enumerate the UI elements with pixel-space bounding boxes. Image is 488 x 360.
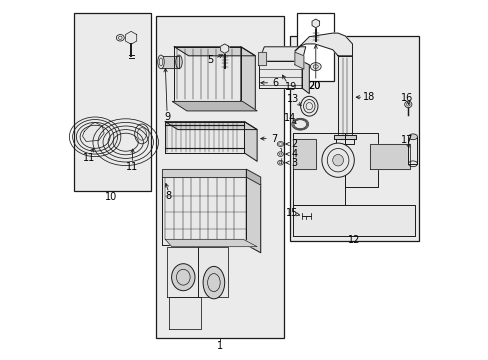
Ellipse shape — [116, 35, 124, 41]
Polygon shape — [407, 137, 416, 164]
Polygon shape — [165, 122, 244, 153]
Polygon shape — [292, 133, 345, 205]
Polygon shape — [311, 19, 319, 28]
Bar — [156, 16, 284, 338]
Text: 5: 5 — [207, 55, 213, 65]
Ellipse shape — [277, 152, 283, 157]
Polygon shape — [258, 52, 265, 65]
Polygon shape — [258, 61, 302, 88]
Polygon shape — [336, 139, 354, 144]
Polygon shape — [174, 47, 241, 101]
Text: 13: 13 — [286, 94, 299, 104]
Polygon shape — [220, 44, 228, 53]
Polygon shape — [258, 47, 305, 61]
Ellipse shape — [203, 266, 224, 299]
Polygon shape — [292, 205, 415, 236]
Text: 20: 20 — [308, 81, 320, 91]
Polygon shape — [162, 169, 246, 177]
Ellipse shape — [310, 63, 321, 71]
Polygon shape — [162, 176, 246, 245]
Bar — [73, 13, 151, 191]
Text: 1: 1 — [217, 341, 223, 351]
Polygon shape — [165, 239, 257, 247]
Ellipse shape — [404, 101, 411, 108]
Polygon shape — [294, 33, 352, 56]
Polygon shape — [337, 56, 352, 137]
Polygon shape — [334, 135, 355, 139]
Polygon shape — [246, 169, 260, 185]
Text: 19: 19 — [284, 82, 296, 92]
Polygon shape — [244, 122, 257, 161]
Ellipse shape — [134, 124, 149, 144]
Polygon shape — [125, 31, 137, 44]
Polygon shape — [302, 61, 309, 94]
Polygon shape — [370, 144, 409, 169]
Bar — [296, 13, 334, 81]
Ellipse shape — [321, 143, 354, 177]
Ellipse shape — [277, 161, 283, 165]
Text: 16: 16 — [400, 93, 412, 103]
Text: 3: 3 — [290, 158, 297, 168]
Polygon shape — [345, 133, 377, 187]
Ellipse shape — [175, 55, 182, 69]
Ellipse shape — [171, 264, 195, 291]
Text: 2: 2 — [290, 139, 297, 149]
Text: 17: 17 — [400, 135, 412, 145]
Polygon shape — [172, 102, 257, 111]
Polygon shape — [167, 247, 197, 297]
Ellipse shape — [303, 100, 314, 113]
Ellipse shape — [277, 141, 283, 147]
Ellipse shape — [407, 134, 417, 140]
Bar — [289, 36, 418, 241]
Polygon shape — [174, 47, 255, 56]
Text: 8: 8 — [165, 191, 172, 201]
Text: 20: 20 — [308, 81, 320, 91]
Polygon shape — [168, 297, 201, 329]
Ellipse shape — [332, 154, 343, 166]
Polygon shape — [161, 56, 179, 68]
Text: 15: 15 — [285, 208, 298, 218]
Polygon shape — [241, 47, 255, 110]
Ellipse shape — [158, 55, 164, 69]
Polygon shape — [246, 176, 260, 253]
Text: 14: 14 — [284, 113, 296, 123]
Text: 6: 6 — [271, 78, 278, 88]
Polygon shape — [292, 139, 316, 169]
Text: 11: 11 — [82, 153, 95, 163]
Polygon shape — [294, 52, 303, 69]
Polygon shape — [197, 247, 228, 297]
Text: 12: 12 — [347, 235, 360, 246]
Text: 18: 18 — [362, 92, 374, 102]
Text: 7: 7 — [270, 134, 277, 144]
Polygon shape — [165, 122, 257, 130]
Text: 9: 9 — [163, 112, 170, 122]
Text: 11: 11 — [126, 162, 138, 172]
Text: 4: 4 — [290, 149, 297, 159]
Ellipse shape — [407, 161, 417, 167]
Text: 10: 10 — [105, 192, 117, 202]
Polygon shape — [82, 122, 104, 141]
